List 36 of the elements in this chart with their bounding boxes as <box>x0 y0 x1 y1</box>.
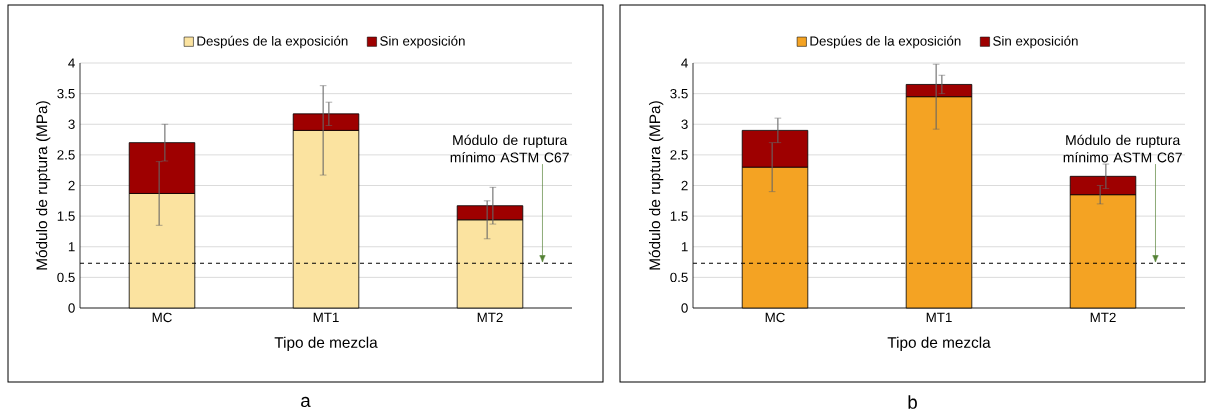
legend-label: Despúes de la exposición <box>810 35 961 49</box>
y-tick-label: 3.5 <box>670 88 688 99</box>
x-axis-title: Tipo de mezcla <box>887 336 991 351</box>
x-axis-title: Tipo de mezcla <box>274 336 378 351</box>
text: b <box>908 395 917 409</box>
legend-label: Despúes de la exposición <box>197 35 348 49</box>
ref-line-label: Módulo de ruptura mínimo ASTM C67 <box>1063 134 1182 163</box>
y-tick-label: 0.5 <box>670 272 688 283</box>
x-tick-label: MT1 <box>926 312 952 322</box>
text: a <box>301 396 311 408</box>
x-tick-label: MT2 <box>477 312 503 323</box>
legend-label: Sin exposición <box>380 35 465 49</box>
y-tick-label: 2 <box>681 180 688 191</box>
y-tick-label: 1 <box>68 242 75 252</box>
y-tick-label: 0 <box>68 303 75 313</box>
y-tick-label: 2 <box>68 180 75 191</box>
y-tick-label: 1.5 <box>670 211 688 221</box>
ref-line-label: Módulo de ruptura mínimo ASTM C67 <box>450 134 569 163</box>
y-tick-label: 3.5 <box>57 88 75 99</box>
y-tick-label: 1 <box>681 242 688 252</box>
y-tick-label: 3 <box>681 119 688 129</box>
y-tick-label: 0 <box>681 303 688 313</box>
y-tick-label: 1.5 <box>57 211 75 221</box>
y-axis-title: Módulo de ruptura (MPa) <box>648 101 664 270</box>
y-tick-label: 2.5 <box>670 150 688 160</box>
y-tick-label: 4 <box>68 58 75 68</box>
legend-label: Sin exposición <box>993 35 1078 49</box>
x-tick-label: MT1 <box>313 312 339 322</box>
y-tick-label: 3 <box>68 119 75 129</box>
y-axis-title: Módulo de ruptura (MPa) <box>35 101 51 270</box>
y-tick-label: 4 <box>681 58 688 68</box>
y-tick-label: 2.5 <box>57 150 75 160</box>
x-tick-label: MC <box>152 312 172 323</box>
x-tick-label: MC <box>765 312 785 323</box>
y-tick-label: 0.5 <box>57 272 75 283</box>
x-tick-label: MT2 <box>1090 312 1116 323</box>
